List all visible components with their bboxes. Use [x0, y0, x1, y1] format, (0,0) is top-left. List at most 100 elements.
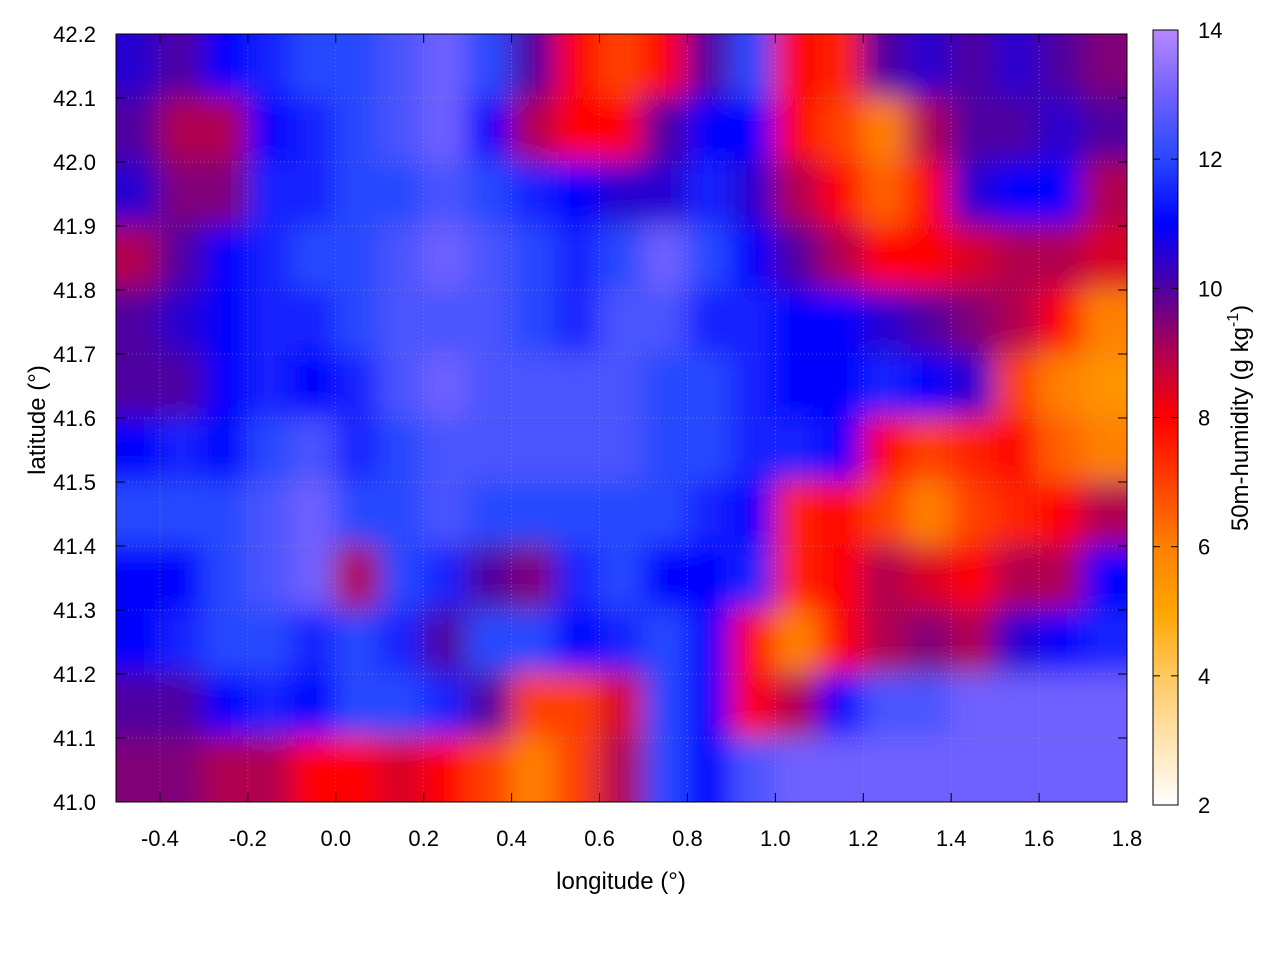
- heatmap-cell: [994, 289, 1041, 355]
- heatmap-cell: [290, 609, 337, 675]
- heatmap-cell: [906, 417, 953, 483]
- heatmap-cell: [950, 225, 997, 291]
- heatmap-cell: [906, 225, 953, 291]
- heatmap-cell: [334, 481, 381, 547]
- heatmap-cell: [246, 417, 293, 483]
- x-tick-label: -0.4: [141, 826, 179, 851]
- heatmap-cell: [334, 353, 381, 419]
- heatmap-cell: [334, 34, 381, 99]
- heatmap-cell: [950, 34, 997, 99]
- heatmap-cell: [774, 609, 821, 675]
- heatmap-cell: [730, 481, 777, 547]
- heatmap-cell: [598, 353, 645, 419]
- heatmap-cell: [1082, 609, 1127, 675]
- heatmap-cell: [598, 673, 645, 739]
- heatmap-cell: [466, 34, 513, 99]
- heatmap-cell: [774, 353, 821, 419]
- y-tick-label: 41.4: [53, 534, 96, 559]
- heatmap-cell: [862, 97, 909, 163]
- heatmap-cell: [202, 97, 249, 163]
- heatmap-cell: [1082, 353, 1127, 419]
- heatmap-cell: [466, 673, 513, 739]
- heatmap-cell: [158, 289, 205, 355]
- heatmap-cell: [466, 609, 513, 675]
- heatmap-cell: [158, 161, 205, 227]
- heatmap-cell: [994, 417, 1041, 483]
- heatmap-cell: [202, 34, 249, 99]
- y-tick-label: 41.8: [53, 278, 96, 303]
- heatmap-cell: [510, 545, 557, 611]
- heatmap-cell: [554, 737, 601, 802]
- heatmap-cell: [862, 225, 909, 291]
- heatmap-cell: [202, 481, 249, 547]
- heatmap-cell: [730, 225, 777, 291]
- heatmap-cell: [202, 161, 249, 227]
- heatmap-cell: [116, 609, 161, 675]
- heatmap-cell: [642, 34, 689, 99]
- heatmap-cell: [290, 97, 337, 163]
- heatmap-cell: [158, 353, 205, 419]
- heatmap-cell: [862, 737, 909, 802]
- heatmap-cell: [906, 545, 953, 611]
- heatmap-cell: [246, 289, 293, 355]
- heatmap-cell: [158, 609, 205, 675]
- heatmap-cell: [158, 545, 205, 611]
- x-tick-label: 0.4: [496, 826, 527, 851]
- heatmap-cell: [1038, 417, 1085, 483]
- y-tick-label: 41.7: [53, 342, 96, 367]
- heatmap-cell: [906, 737, 953, 802]
- heatmap-cell: [290, 737, 337, 802]
- heatmap-cell: [246, 609, 293, 675]
- heatmap-cell: [290, 673, 337, 739]
- heatmap-cell: [554, 161, 601, 227]
- heatmap-cell: [686, 225, 733, 291]
- heatmap-cell: [466, 289, 513, 355]
- heatmap-cell: [1082, 737, 1127, 802]
- heatmap-cell: [994, 353, 1041, 419]
- heatmap-cell: [642, 737, 689, 802]
- heatmap-cell: [554, 481, 601, 547]
- heatmap-cell: [950, 737, 997, 802]
- heatmap-cell: [994, 161, 1041, 227]
- heatmap-cell: [818, 545, 865, 611]
- y-tick-label: 41.6: [53, 406, 96, 431]
- colorbar-ticks: 2 4 6 8 10 12 14: [1153, 18, 1222, 818]
- heatmap-cell: [246, 97, 293, 163]
- heatmap-cell: [642, 225, 689, 291]
- heatmap-cell: [862, 34, 909, 99]
- heatmap-cell: [1038, 289, 1085, 355]
- heatmap-cell: [686, 737, 733, 802]
- heatmap-cell: [246, 161, 293, 227]
- colorbar-tick-label: 4: [1198, 664, 1210, 689]
- heatmap-cell: [598, 97, 645, 163]
- heatmap-cell: [116, 481, 161, 547]
- heatmap-cell: [818, 417, 865, 483]
- y-tick-label: 41.5: [53, 470, 96, 495]
- heatmap-cell: [334, 289, 381, 355]
- colorbar-label: 50m-humidity (g kg-1): [1225, 305, 1254, 531]
- heatmap-cell: [774, 673, 821, 739]
- heatmap-cell: [818, 609, 865, 675]
- heatmap-cell: [378, 673, 425, 739]
- y-tick-label: 41.1: [53, 726, 96, 751]
- heatmap-cell: [290, 289, 337, 355]
- heatmap-cell: [862, 289, 909, 355]
- heatmap-cell: [246, 737, 293, 802]
- heatmap-cell: [510, 97, 557, 163]
- heatmap-cell: [510, 609, 557, 675]
- heatmap-cell: [334, 673, 381, 739]
- heatmap-cell: [378, 97, 425, 163]
- heatmap-cell: [466, 481, 513, 547]
- heatmap-cell: [510, 161, 557, 227]
- heatmap-cell: [246, 225, 293, 291]
- heatmap-cell: [116, 289, 161, 355]
- y-tick-label: 41.3: [53, 598, 96, 623]
- x-tick-label: 1.0: [760, 826, 791, 851]
- heatmap-cell: [642, 417, 689, 483]
- heatmap-cell: [994, 673, 1041, 739]
- heatmap-cell: [642, 545, 689, 611]
- heatmap-cell: [730, 737, 777, 802]
- heatmap-cell: [422, 481, 469, 547]
- colorbar-tick-label: 12: [1198, 147, 1222, 172]
